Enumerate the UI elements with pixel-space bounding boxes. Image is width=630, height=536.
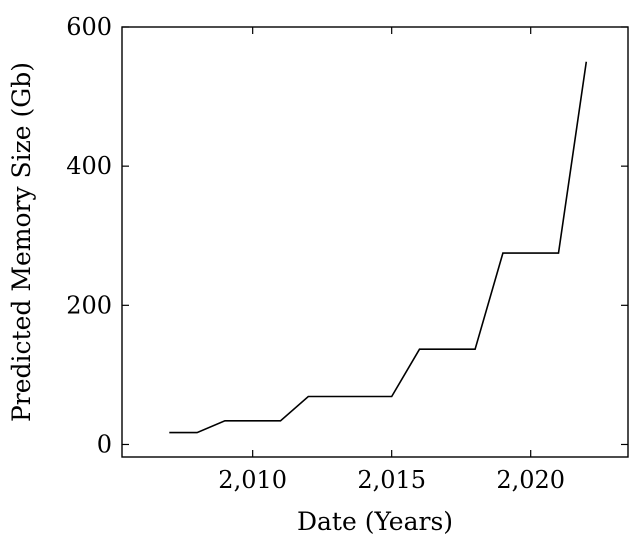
series-layer bbox=[169, 61, 588, 434]
x-tick-label: 2,010 bbox=[218, 466, 287, 494]
y-axis-ticks: 0 200 400 600 bbox=[66, 13, 628, 458]
y-tick-label: 400 bbox=[66, 152, 112, 180]
x-tick-label: 2,015 bbox=[357, 466, 426, 494]
y-axis-label: Predicted Memory Size (Gb) bbox=[7, 62, 36, 422]
y-tick-label: 200 bbox=[66, 291, 112, 319]
plot-frame bbox=[121, 26, 629, 458]
y-tick-label: 600 bbox=[66, 13, 112, 41]
x-axis-label: Date (Years) bbox=[297, 507, 453, 536]
y-tick-label: 0 bbox=[97, 430, 112, 458]
series-line bbox=[169, 61, 588, 434]
x-tick-label: 2,020 bbox=[496, 466, 565, 494]
x-axis-ticks: 2,010 2,015 2,020 bbox=[218, 27, 565, 494]
